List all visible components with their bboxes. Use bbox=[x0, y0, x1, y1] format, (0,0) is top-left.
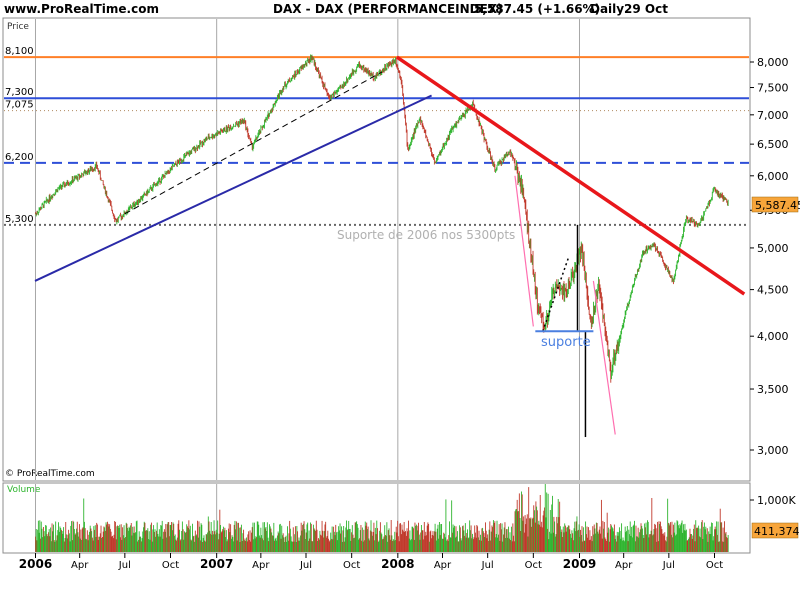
year-label: 2009 bbox=[563, 557, 596, 571]
volume-tick-label: 1,000K bbox=[757, 494, 796, 507]
volume-bars bbox=[35, 484, 729, 552]
price-tick-label: 6,000 bbox=[757, 170, 789, 183]
price-tick-label: 6,500 bbox=[757, 138, 789, 151]
volume-last-tag-text: 411,374 bbox=[754, 525, 800, 538]
price-candles bbox=[35, 54, 729, 383]
month-label: Jul bbox=[481, 560, 494, 571]
trendline-uptrend-dashed bbox=[124, 71, 383, 215]
horizontal-levels: 8,100 7,300 7,075 6,200 5,300 bbox=[4, 46, 749, 226]
level-label: 6,200 bbox=[5, 152, 34, 163]
trendline-pink-1 bbox=[514, 175, 534, 327]
support-annotation: suporte bbox=[541, 335, 591, 350]
year-label: 2006 bbox=[19, 557, 52, 571]
price-panel-label: Price bbox=[7, 22, 29, 32]
volume-panel-label: Volume bbox=[7, 485, 41, 495]
month-label: Apr bbox=[252, 560, 270, 571]
month-label: Jul bbox=[299, 560, 312, 571]
price-tick-label: 3,000 bbox=[757, 444, 789, 457]
price-tick-label: 3,500 bbox=[757, 383, 789, 396]
time-axis bbox=[0, 554, 800, 600]
copyright: © ProRealTime.com bbox=[5, 469, 95, 479]
price-tick-label: 5,000 bbox=[757, 242, 789, 255]
month-label: Jul bbox=[662, 560, 675, 571]
month-label: Oct bbox=[706, 560, 723, 571]
month-label: Apr bbox=[615, 560, 633, 571]
date-label: 29 Oct bbox=[624, 2, 668, 16]
trendline-downtrend-resistance bbox=[395, 55, 746, 296]
level-label: 8,100 bbox=[5, 46, 34, 57]
trendline-pink-2 bbox=[592, 280, 616, 435]
last-price-header: 5,587.45 (+1.66%) bbox=[474, 2, 600, 16]
month-label: Oct bbox=[343, 560, 360, 571]
trendline-uptrend-support bbox=[34, 94, 433, 282]
month-label: Apr bbox=[434, 560, 452, 571]
instrument-title: DAX - DAX (PERFORMANCEINDEX) bbox=[273, 2, 503, 16]
price-tick-label: 4,500 bbox=[757, 284, 789, 297]
month-label: Jul bbox=[118, 560, 131, 571]
site-title: www.ProRealTime.com bbox=[4, 2, 159, 16]
price-tick-label: 8,000 bbox=[757, 56, 789, 69]
period-label: Daily bbox=[590, 2, 624, 16]
last-price-tag-text: 5,587.45 bbox=[755, 199, 800, 212]
time-axis-labels: 2006 Apr Jul Oct 2007 Apr Jul Oct 2008 Apr Jul Oct 2… bbox=[19, 553, 723, 571]
year-label: 2007 bbox=[200, 557, 233, 571]
price-panel bbox=[2, 17, 751, 482]
price-tick-label: 7,500 bbox=[757, 82, 789, 95]
price-tick-label: 4,000 bbox=[757, 330, 789, 343]
volume-last-tag bbox=[751, 522, 799, 539]
month-label: Oct bbox=[162, 560, 179, 571]
support-2006-annotation: Suporte de 2006 nos 5300pts bbox=[337, 228, 515, 242]
level-label: 5,300 bbox=[5, 214, 34, 225]
month-label: Apr bbox=[71, 560, 89, 571]
level-label: 7,075 bbox=[5, 100, 34, 111]
trendline-dotted-rise bbox=[542, 255, 570, 332]
trendlines bbox=[34, 55, 746, 438]
year-label: 2008 bbox=[381, 557, 414, 571]
level-label: 7,300 bbox=[5, 87, 34, 98]
month-label: Oct bbox=[525, 560, 542, 571]
price-tick-label: 7,000 bbox=[757, 109, 789, 122]
last-price-tag bbox=[751, 196, 799, 213]
